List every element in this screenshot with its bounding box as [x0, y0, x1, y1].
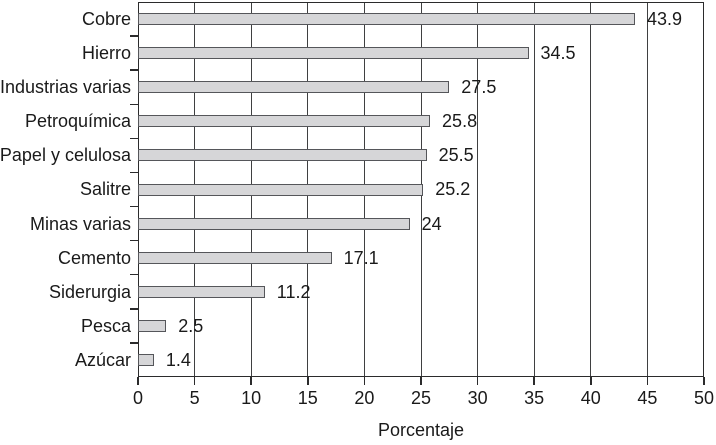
- category-label: Pesca: [80, 315, 131, 336]
- value-label: 25.2: [435, 179, 471, 200]
- vertical-gridline: [477, 3, 479, 376]
- value-label: 25.8: [442, 111, 478, 132]
- x-axis-tick: [137, 377, 139, 385]
- x-axis-tick: [363, 377, 366, 385]
- value-label: 1.4: [165, 349, 191, 370]
- bar: [138, 183, 424, 196]
- x-axis-tick-label: 15: [297, 388, 318, 408]
- value-label: 25.5: [438, 145, 474, 166]
- category-label: Papel y celulosa: [0, 145, 131, 166]
- bar: [138, 47, 529, 60]
- bar: [138, 81, 450, 94]
- y-axis-tick: [130, 35, 138, 37]
- x-axis-tick: [307, 377, 309, 385]
- bar: [138, 13, 635, 26]
- vertical-gridline: [590, 3, 592, 376]
- value-label: 27.5: [461, 77, 497, 98]
- x-axis-tick: [476, 377, 479, 385]
- x-axis-tick-label: 20: [354, 388, 375, 408]
- value-label: 43.9: [646, 9, 682, 30]
- category-label: Petroquímica: [24, 111, 131, 132]
- x-axis-tick-label: 30: [467, 388, 488, 408]
- bar: [138, 285, 265, 298]
- y-axis-tick: [130, 308, 138, 310]
- x-axis-tick: [590, 377, 592, 385]
- bar: [138, 149, 427, 162]
- y-axis-tick: [130, 273, 138, 276]
- y-axis-tick: [130, 239, 138, 242]
- bar: [138, 115, 431, 128]
- y-axis-tick: [130, 137, 138, 140]
- x-axis-tick: [193, 377, 196, 385]
- category-label: Cobre: [81, 9, 131, 30]
- value-label: 11.2: [276, 281, 311, 302]
- x-axis-tick: [703, 377, 705, 385]
- category-label: Salitre: [79, 179, 131, 200]
- bar: [138, 319, 167, 332]
- bar: [138, 353, 154, 366]
- bar: [138, 251, 332, 264]
- category-label: Azúcar: [74, 349, 131, 370]
- category-label: Industrias varias: [0, 77, 131, 98]
- x-axis-tick-label: 25: [410, 388, 432, 408]
- x-axis-tick-label: 5: [189, 388, 200, 408]
- x-axis-title: Porcentaje: [377, 420, 465, 440]
- value-label: 24: [421, 213, 442, 234]
- value-label: 2.5: [178, 315, 204, 336]
- value-label: 34.5: [540, 43, 576, 64]
- category-label: Siderurgia: [48, 281, 131, 302]
- category-label: Hierro: [81, 43, 131, 64]
- x-axis-tick-label: 0: [132, 388, 143, 408]
- category-label: Minas varias: [29, 213, 131, 234]
- x-axis-tick-label: 10: [241, 388, 262, 408]
- x-axis-tick: [420, 377, 422, 385]
- x-axis-tick: [250, 377, 252, 385]
- x-axis-tick-label: 50: [693, 388, 715, 408]
- bar: [138, 217, 410, 230]
- value-label: 17.1: [343, 247, 379, 268]
- y-axis-tick: [130, 171, 138, 174]
- y-axis-tick: [130, 205, 138, 208]
- x-axis-tick-label: 45: [637, 388, 658, 408]
- y-axis-tick: [130, 69, 138, 71]
- vertical-gridline: [533, 3, 535, 376]
- category-label: Cemento: [57, 247, 131, 268]
- x-axis-tick: [533, 377, 535, 385]
- x-axis-tick-label: 35: [524, 388, 545, 408]
- y-axis-tick: [130, 342, 138, 344]
- x-axis-tick-label: 40: [580, 388, 601, 408]
- x-axis-tick: [646, 377, 649, 385]
- y-axis-tick: [130, 103, 138, 106]
- vertical-gridline: [646, 3, 648, 376]
